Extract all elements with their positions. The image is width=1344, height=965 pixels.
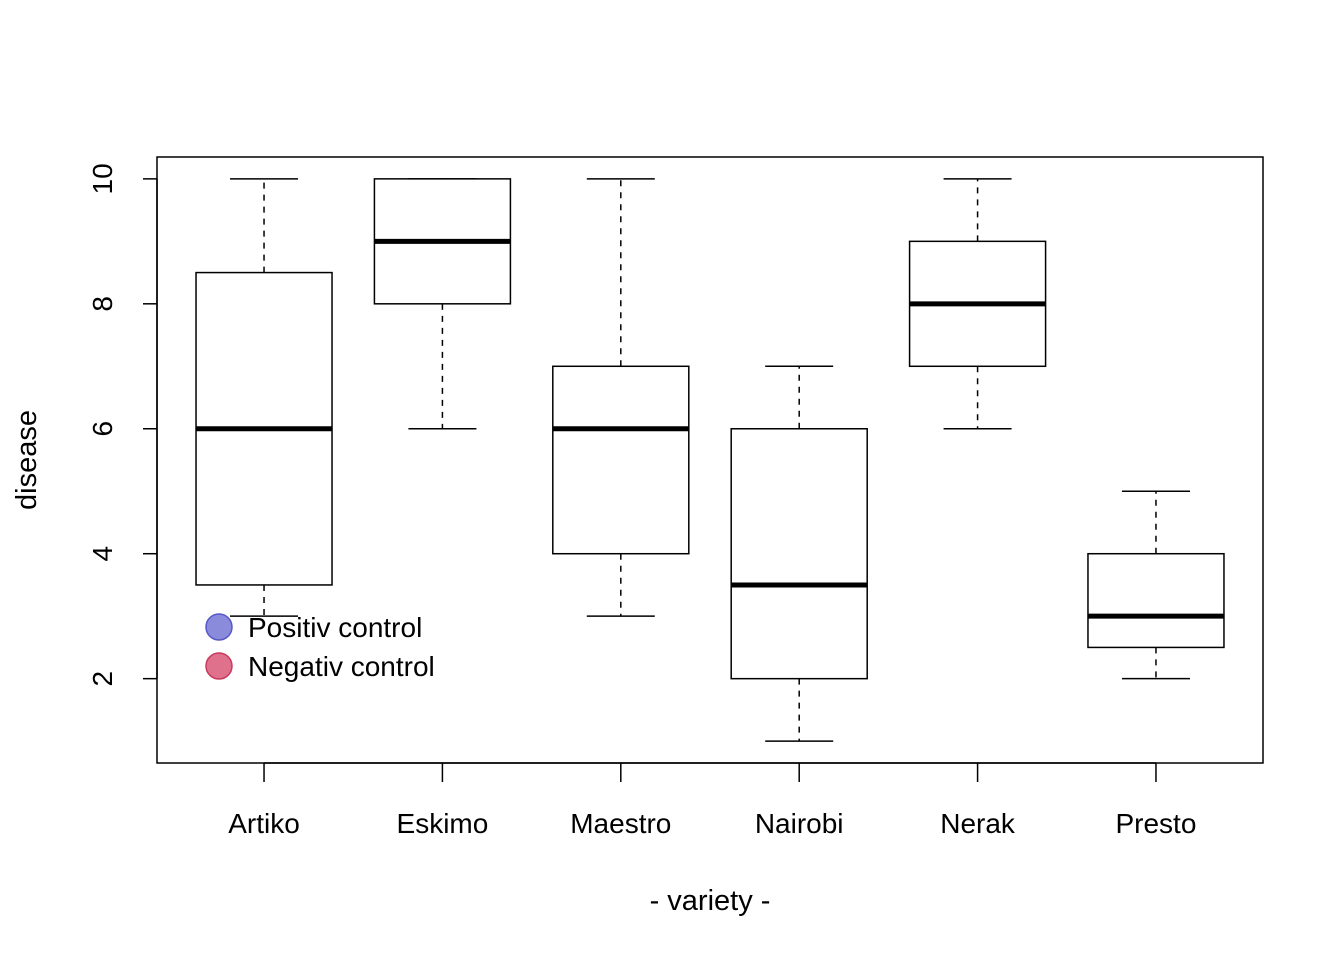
y-axis: 2 4 6 8 10	[87, 163, 158, 687]
legend-marker	[205, 613, 233, 641]
x-axis-label: - variety -	[650, 885, 771, 917]
box-artiko	[195, 178, 333, 617]
box-maestro	[552, 178, 690, 617]
x-tick-label: Artiko	[228, 808, 300, 839]
legend-label: Negativ control	[248, 651, 435, 682]
legend-marker	[205, 652, 233, 680]
y-tick-label: 10	[87, 163, 118, 194]
x-tick-label: Nairobi	[755, 808, 844, 839]
x-tick-label: Presto	[1115, 808, 1196, 839]
iqr-box	[730, 428, 868, 680]
legend-entry: Positiv control	[205, 612, 422, 643]
y-tick-label: 8	[87, 296, 118, 312]
y-tick-label: 2	[87, 671, 118, 687]
x-tick-label: Maestro	[570, 808, 671, 839]
box-presto	[1087, 490, 1225, 680]
x-axis: Artiko Eskimo Maestro Nairobi Nerak Presto	[228, 762, 1196, 839]
y-tick-label: 4	[87, 546, 118, 562]
y-tick-label: 6	[87, 421, 118, 437]
legend-label: Positiv control	[248, 612, 422, 643]
y-axis-label: disease	[11, 410, 43, 510]
box-nairobi	[730, 365, 868, 742]
legend-entry: Negativ control	[205, 651, 435, 682]
x-tick-label: Nerak	[940, 808, 1016, 839]
box-nerak	[908, 178, 1047, 430]
box-eskimo	[373, 178, 512, 430]
x-tick-label: Eskimo	[397, 808, 489, 839]
iqr-box	[552, 365, 690, 555]
legend: Positiv control Negativ control	[205, 612, 435, 682]
iqr-box	[1087, 552, 1225, 649]
boxes-layer	[195, 178, 1225, 742]
